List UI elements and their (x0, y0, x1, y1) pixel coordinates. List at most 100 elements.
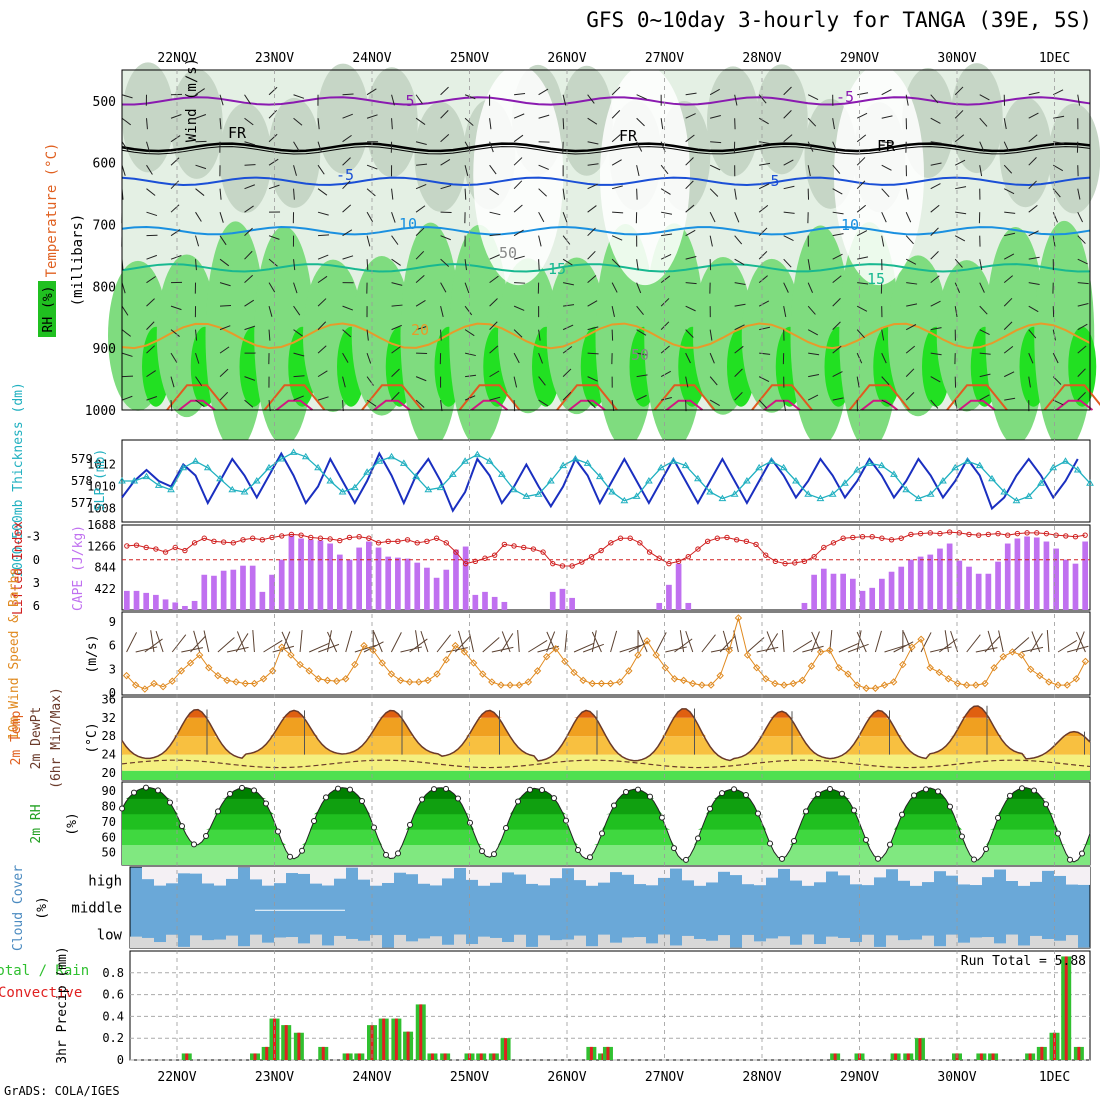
precip-conv-bar (979, 1053, 983, 1060)
wind-speed-marker (506, 681, 514, 689)
cloud-low-bar (370, 935, 382, 948)
precip-conv-bar (589, 1046, 593, 1060)
wind-barb (783, 110, 792, 119)
precip-tick: 0.8 (102, 966, 124, 980)
lifted-index-marker (946, 529, 953, 535)
lifted-index-marker (191, 540, 198, 546)
bottom-day-label: 30NOV (937, 1070, 976, 1085)
wind-speed-marker (561, 657, 569, 666)
wind-barb (1052, 211, 1058, 223)
cloud-level-label: middle (71, 901, 122, 917)
wind-barb (219, 188, 222, 200)
isotherm-line (121, 176, 1091, 186)
wind-barb (538, 188, 547, 197)
wind-speed-marker (615, 678, 624, 686)
wind-barb (121, 94, 133, 99)
cloud-level-label: high (88, 874, 122, 890)
rh-marker (803, 808, 809, 815)
wind-barb (905, 258, 917, 265)
cloud-high-bar (262, 867, 274, 886)
ylabel-precip-units: 3hr Precip (mm) (55, 946, 70, 1063)
wind-barb (219, 118, 222, 130)
cloud-low-bar (442, 944, 454, 948)
cloud-high-bar (778, 867, 790, 869)
wind-barb (464, 352, 476, 357)
wind-barb (170, 400, 173, 412)
surface-wind-barb (811, 631, 820, 653)
rh-marker (875, 855, 881, 862)
wind-speed-marker (634, 651, 642, 659)
wind-barb (660, 275, 671, 284)
cloud-high-bar (274, 867, 286, 884)
wind-barb (906, 303, 918, 307)
wind-speed-marker (670, 675, 679, 683)
surface-wind-barb (193, 630, 201, 653)
wind-barb (1028, 230, 1039, 237)
cape-bar (288, 535, 295, 610)
thickness-marker (951, 463, 960, 471)
wind-barb (513, 204, 523, 213)
wind-barb (856, 230, 868, 237)
wind-barb (244, 141, 256, 146)
wind-barb (710, 141, 722, 144)
wind-barb (759, 352, 771, 355)
cape-bar (143, 592, 150, 610)
lifted-index-marker (521, 544, 527, 551)
rh-marker (167, 799, 173, 806)
wind-barb (979, 352, 991, 355)
contour-label: 20 (411, 321, 429, 339)
wind-barb (219, 94, 224, 106)
wind-barb (268, 329, 271, 341)
wind-barb (268, 158, 279, 166)
wind-barb (1052, 352, 1059, 364)
wind-speed-marker (953, 679, 962, 688)
rh-marker (1067, 856, 1073, 863)
wind-barb (219, 258, 230, 267)
thickness-marker (448, 470, 457, 477)
run-total: Run Total = 5.88 (961, 954, 1086, 969)
thickness-marker (375, 457, 384, 464)
wind-barb (342, 93, 354, 96)
surface-wind-barb (747, 637, 765, 653)
surface-wind-barb (236, 631, 246, 653)
wind-barb (587, 141, 599, 145)
wind-barb (954, 110, 964, 119)
wind-barb (954, 282, 961, 293)
lifted-index-marker (714, 535, 721, 541)
precip-conv-bar (382, 1018, 386, 1060)
rh-marker (383, 851, 389, 858)
dewpoint-line (121, 759, 1091, 769)
surface-wind-barb (1057, 640, 1078, 653)
rh-marker (227, 790, 233, 797)
surface-wind-barb (573, 642, 595, 653)
rh-tick: 90 (102, 784, 116, 798)
cloud-low-bar (826, 936, 838, 948)
lifted-index-marker (704, 538, 711, 545)
lifted-index-marker (956, 530, 963, 536)
cloud-high-bar (286, 867, 298, 874)
cape-bar (830, 573, 837, 610)
thickness-marker (338, 488, 347, 495)
cape-bar (1043, 541, 1050, 610)
precip-conv-bar (833, 1053, 837, 1060)
lifted-index-marker (220, 539, 227, 545)
wind-barb (587, 183, 598, 190)
wind-barb (881, 188, 890, 198)
thickness-marker (167, 485, 175, 493)
precip-tick: 0.4 (102, 1009, 124, 1023)
wind-barb (832, 298, 841, 307)
rh-marker (539, 786, 545, 793)
surface-wind-barb (591, 631, 602, 653)
wind-barb (268, 282, 276, 293)
cape-bar (927, 554, 934, 610)
wind-speed-line (126, 615, 1086, 690)
upper-wind-barbs (121, 86, 1089, 412)
lifted-index-marker (511, 543, 517, 549)
cape-bar (162, 599, 169, 610)
wind-barb (170, 329, 180, 337)
wind-barb (857, 92, 869, 96)
thickness-marker (755, 463, 764, 471)
wind-speed-marker (698, 681, 706, 689)
temp-tick: 20 (102, 766, 116, 780)
